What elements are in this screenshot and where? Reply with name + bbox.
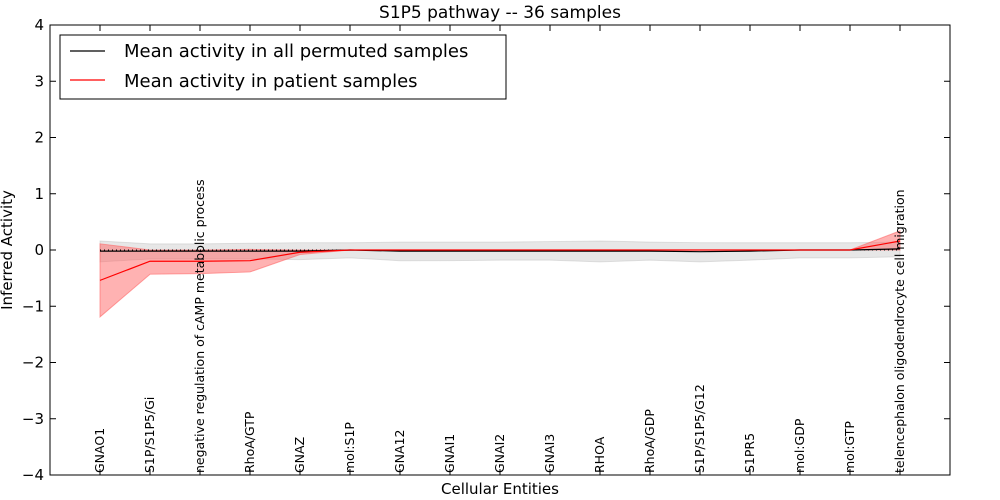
x-tick-label: mol:GDP <box>792 418 807 473</box>
axes: −4 −3 −2 −1 0 1 2 3 4 GNAO1 S1P/S1P5/Gi negative re… <box>22 16 950 484</box>
x-tick-label: RHOA <box>592 436 607 473</box>
y-tick-label: 1 <box>34 185 44 203</box>
chart-title: S1P5 pathway -- 36 samples <box>379 3 621 23</box>
x-tick-label: GNAI1 <box>442 434 457 473</box>
legend: Mean activity in all permuted samples Me… <box>59 34 507 100</box>
x-tick-label: GNAZ <box>292 437 307 473</box>
y-tick-label: 2 <box>34 129 44 147</box>
plot-area <box>99 230 901 319</box>
line-series-1 <box>99 240 901 281</box>
line-series-0 <box>100 248 901 253</box>
y-tick-label: 0 <box>34 241 44 259</box>
legend-label-permuted: Mean activity in all permuted samples <box>124 41 468 62</box>
x-tick-label: S1P/S1P5/G12 <box>692 384 707 473</box>
x-tick-label: mol:S1P <box>342 422 357 473</box>
x-tick-label: S1PR5 <box>742 433 757 473</box>
x-tick-label: GNAO1 <box>92 428 107 473</box>
x-tick-label: telencephalon oligodendrocyte cell migra… <box>892 189 907 473</box>
y-tick-label: −3 <box>22 410 44 428</box>
x-tick-label: GNAI2 <box>492 434 507 473</box>
y-tick-label: 4 <box>34 16 44 34</box>
x-tick-label: GNAI3 <box>542 434 557 473</box>
legend-label-patient: Mean activity in patient samples <box>124 71 418 92</box>
x-tick-label: mol:GTP <box>842 421 857 473</box>
x-tick-label: negative regulation of cAMP metabolic pr… <box>192 179 207 473</box>
x-tick-label: GNA12 <box>392 430 407 474</box>
y-tick-label: 3 <box>34 72 44 90</box>
x-tick-label: S1P/S1P5/Gi <box>142 397 157 473</box>
y-tick-label: −2 <box>22 354 44 372</box>
x-tick-label: RhoA/GDP <box>642 409 657 473</box>
y-tick-label: −4 <box>22 466 44 484</box>
y-axis-label: Inferred Activity <box>0 190 16 310</box>
x-tick-label: RhoA/GTP <box>242 411 257 473</box>
x-axis-label: Cellular Entities <box>441 480 559 498</box>
y-tick-label: −1 <box>22 297 44 315</box>
legend-box <box>59 34 507 100</box>
